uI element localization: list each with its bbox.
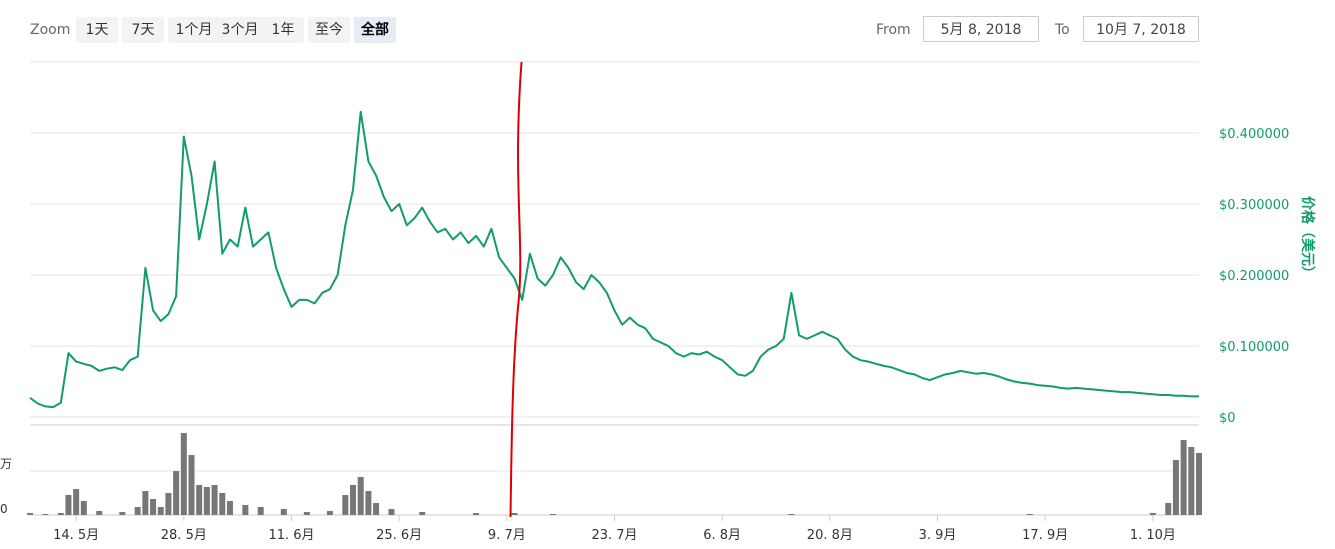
volume-bar xyxy=(180,433,187,515)
volume-bar xyxy=(142,491,149,515)
x-tick-label: 23. 7月 xyxy=(591,528,637,543)
zoom-1d-button[interactable]: 1天 xyxy=(76,17,118,43)
x-tick-label: 11. 6月 xyxy=(268,528,314,543)
x-tick-label: 14. 5月 xyxy=(53,528,99,543)
volume-bar xyxy=(1172,460,1179,515)
volume-bar xyxy=(211,485,218,515)
range-selector-toolbar: Zoom 1天 7天 1个月 3个月 1年 至今 全部 From 5月 8, 2… xyxy=(0,0,1335,60)
volume-bar xyxy=(1026,514,1033,515)
volume-bar xyxy=(1149,513,1156,515)
x-axis-ticks: 14. 5月 28. 5月 11. 6月 25. 6月 9. 7月 23. 7月 6. 8月… xyxy=(53,515,1176,543)
price-y-axis-ticks: $0 $0.100000 $0.200000 $0.300000 $0.400000 xyxy=(1219,127,1289,426)
zoom-1m-button[interactable]: 1个月 xyxy=(168,17,220,43)
price-axis-title: 价格（美元） xyxy=(1299,196,1316,280)
volume-bar xyxy=(549,514,556,515)
volume-bar xyxy=(342,495,349,515)
volume-bar xyxy=(27,513,33,515)
volume-bar xyxy=(96,511,103,515)
volume-bar xyxy=(134,507,141,515)
grid-lines xyxy=(30,61,1199,516)
volume-bar xyxy=(1196,453,1202,515)
volume-y-tick-label: 万 xyxy=(0,457,12,471)
volume-bar xyxy=(119,512,126,515)
x-tick-label: 3. 9月 xyxy=(919,528,957,543)
volume-bar xyxy=(280,509,287,515)
volume-y-axis-ticks: 0万 xyxy=(0,457,12,516)
volume-bar xyxy=(57,513,64,515)
x-tick-label: 17. 9月 xyxy=(1022,528,1068,543)
volume-bar xyxy=(365,491,372,515)
volume-bar xyxy=(1188,447,1195,515)
zoom-1y-button[interactable]: 1年 xyxy=(262,17,304,43)
volume-bar xyxy=(326,511,333,515)
volume-bar xyxy=(196,485,203,515)
x-tick-label: 1. 10月 xyxy=(1130,528,1176,543)
to-date-input[interactable]: 10月 7, 2018 xyxy=(1083,16,1199,42)
x-tick-label: 20. 8月 xyxy=(807,528,853,543)
marker-annotation-line xyxy=(509,61,523,518)
from-date-input[interactable]: 5月 8, 2018 xyxy=(923,16,1039,42)
volume-bar xyxy=(419,512,426,515)
volume-y-tick-label: 0 xyxy=(0,502,8,516)
volume-bar xyxy=(242,505,249,515)
zoom-label: Zoom xyxy=(30,22,71,38)
x-tick-label: 6. 8月 xyxy=(703,528,741,543)
volume-bar xyxy=(257,507,264,515)
volume-bar xyxy=(1180,440,1187,515)
volume-bar xyxy=(173,471,180,515)
volume-bar xyxy=(511,513,518,515)
x-tick-label: 25. 6月 xyxy=(376,528,422,543)
price-y-tick-label: $0.400000 xyxy=(1219,127,1289,142)
x-tick-label: 28. 5月 xyxy=(161,528,207,543)
price-y-tick-label: $0.200000 xyxy=(1219,269,1289,284)
volume-bar xyxy=(188,455,195,515)
volume-bar xyxy=(73,489,80,515)
volume-bar xyxy=(203,487,210,515)
zoom-3m-button[interactable]: 3个月 xyxy=(214,17,266,43)
price-y-tick-label: $0 xyxy=(1219,411,1236,426)
zoom-all-button[interactable]: 全部 xyxy=(354,17,396,43)
volume-bar xyxy=(165,493,172,515)
volume-bar xyxy=(150,499,157,515)
volume-bar xyxy=(303,512,310,515)
volume-bar xyxy=(473,513,480,515)
price-y-tick-label: $0.300000 xyxy=(1219,198,1289,213)
volume-bar xyxy=(157,507,164,515)
price-series-line xyxy=(29,110,1199,409)
from-label: From xyxy=(876,22,911,38)
volume-bar xyxy=(65,495,72,515)
volume-bar xyxy=(388,509,395,515)
volume-bar xyxy=(1165,503,1172,515)
volume-bar xyxy=(219,493,226,515)
volume-bar xyxy=(788,514,795,515)
volume-bar xyxy=(373,503,380,515)
volume-bar xyxy=(80,501,87,515)
volume-bars xyxy=(27,433,1202,515)
price-y-tick-label: $0.100000 xyxy=(1219,340,1289,355)
zoom-7d-button[interactable]: 7天 xyxy=(122,17,164,43)
volume-bar xyxy=(350,485,357,515)
volume-bar xyxy=(226,501,233,515)
zoom-ytd-button[interactable]: 至今 xyxy=(308,17,350,43)
x-tick-label: 9. 7月 xyxy=(488,528,526,543)
volume-bar xyxy=(42,514,49,515)
volume-bar xyxy=(357,477,364,515)
to-label: To xyxy=(1055,22,1070,38)
